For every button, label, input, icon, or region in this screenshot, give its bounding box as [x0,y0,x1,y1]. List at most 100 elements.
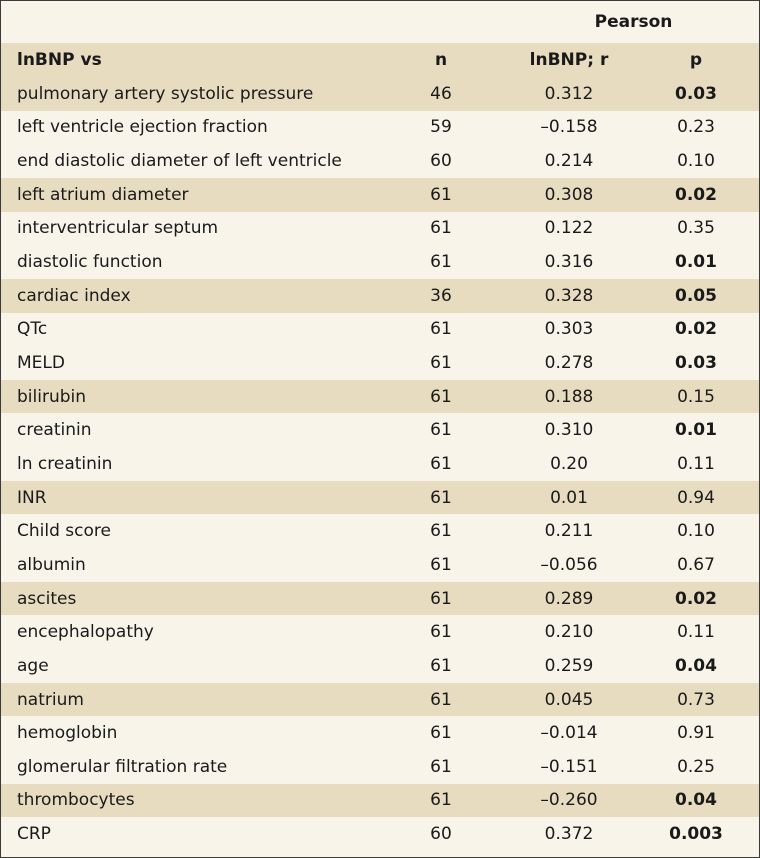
row-variable: hemoglobin [17,723,118,744]
row-p: 0.02 [675,319,717,340]
row-variable: albumin [17,554,86,575]
row-n: 61 [430,218,452,239]
row-n: 61 [430,353,452,373]
row-variable: INR [17,487,47,508]
row-n: 61 [430,790,452,811]
column-header-row: lnBNP vs n lnBNP; r p [1,43,759,77]
row-variable: natrium [17,689,84,710]
row-r: –0.151 [540,756,598,777]
row-n: 61 [430,588,452,609]
row-p: 0.04 [675,790,717,811]
row-p: 0.03 [675,83,717,104]
row-p: 0.003 [669,824,723,845]
row-n: 61 [430,252,452,273]
row-r: 0.328 [544,285,594,306]
table-row: CRP 60 0.372 0.003 [1,817,759,851]
row-p: 0.23 [677,117,715,138]
table-row: ln creatinin 61 0.20 0.11 [1,447,759,481]
row-r: –0.014 [540,723,598,744]
row-n: 61 [430,521,452,542]
row-r: 0.308 [544,184,594,205]
table-row: albumin 61 –0.056 0.67 [1,548,759,582]
row-r: 0.20 [550,453,588,474]
table-row: QTc 61 0.303 0.02 [1,313,759,347]
row-n: 61 [430,319,452,340]
row-variable: MELD [17,353,65,373]
row-n: 36 [430,285,452,306]
row-n: 61 [430,756,452,777]
column-header-p: p [689,50,703,70]
row-p: 0.02 [675,184,717,205]
table-row: interventricular septum 61 0.122 0.35 [1,212,759,246]
row-r: 0.259 [544,655,594,676]
row-variable: bilirubin [17,386,87,407]
table-row: Child score 61 0.211 0.10 [1,514,759,548]
row-n: 46 [430,83,452,104]
table-row: end diastolic diameter of left ventricle… [1,144,759,178]
table-row: natrium 61 0.045 0.73 [1,682,759,717]
row-p: 0.04 [675,655,717,676]
row-r: 0.045 [544,689,594,710]
row-variable: encephalopathy [17,622,154,643]
row-p: 0.11 [677,622,715,643]
row-p: 0.03 [675,353,717,373]
pearson-group-label: Pearson [594,12,673,32]
row-variable: diastolic function [17,252,163,273]
row-p: 0.67 [677,554,715,575]
row-r: 0.188 [544,386,594,407]
row-n: 61 [430,487,452,508]
table-row: INR 61 0.01 0.94 [1,480,759,515]
table-row: diastolic function 61 0.316 0.01 [1,245,759,279]
table-row: left atrium diameter 61 0.308 0.02 [1,177,759,212]
row-p: 0.01 [675,420,717,441]
row-r: 0.372 [544,824,594,845]
table-row: MELD 61 0.278 0.03 [1,346,759,380]
row-p: 0.91 [677,723,715,744]
row-n: 60 [430,824,452,845]
row-variable: CRP [17,824,51,845]
row-n: 61 [430,420,452,441]
row-r: 0.122 [544,218,594,239]
row-r: –0.158 [540,117,598,138]
row-p: 0.73 [677,689,715,710]
column-header-variable: lnBNP vs [17,50,102,70]
row-variable: cardiac index [17,285,131,306]
row-variable: age [17,655,49,676]
table-row: creatinin 61 0.310 0.01 [1,414,759,448]
row-variable: creatinin [17,420,92,441]
group-header-row: Pearson [1,1,759,43]
column-header-r: lnBNP; r [529,50,609,70]
row-r: –0.260 [540,790,598,811]
row-n: 61 [430,184,452,205]
row-p: 0.15 [677,386,715,407]
row-n: 61 [430,554,452,575]
row-n: 60 [430,151,452,172]
column-header-n: n [434,50,448,70]
row-n: 61 [430,386,452,407]
row-variable: left ventricle ejection fraction [17,117,268,138]
row-r: 0.310 [544,420,594,441]
row-r: 0.211 [544,521,594,542]
row-r: 0.289 [544,588,594,609]
row-p: 0.35 [677,218,715,239]
table-row: hemoglobin 61 –0.014 0.91 [1,716,759,750]
row-p: 0.05 [675,285,717,306]
row-n: 61 [430,723,452,744]
row-r: 0.01 [550,487,588,508]
row-variable: glomerular filtration rate [17,756,228,777]
table-row: bilirubin 61 0.188 0.15 [1,379,759,414]
row-n: 59 [430,117,452,138]
table-row: thrombocytes 61 –0.260 0.04 [1,783,759,818]
row-p: 0.01 [675,252,717,273]
row-variable: left atrium diameter [17,184,189,205]
table-row: encephalopathy 61 0.210 0.11 [1,615,759,649]
table-row: left ventricle ejection fraction 59 –0.158… [1,111,759,145]
row-n: 61 [430,453,452,474]
row-r: 0.303 [544,319,594,340]
row-p: 0.02 [675,588,717,609]
row-n: 61 [430,622,452,643]
row-variable: QTc [17,319,48,340]
row-variable: Child score [17,521,111,542]
table-row: cardiac index 36 0.328 0.05 [1,278,759,313]
